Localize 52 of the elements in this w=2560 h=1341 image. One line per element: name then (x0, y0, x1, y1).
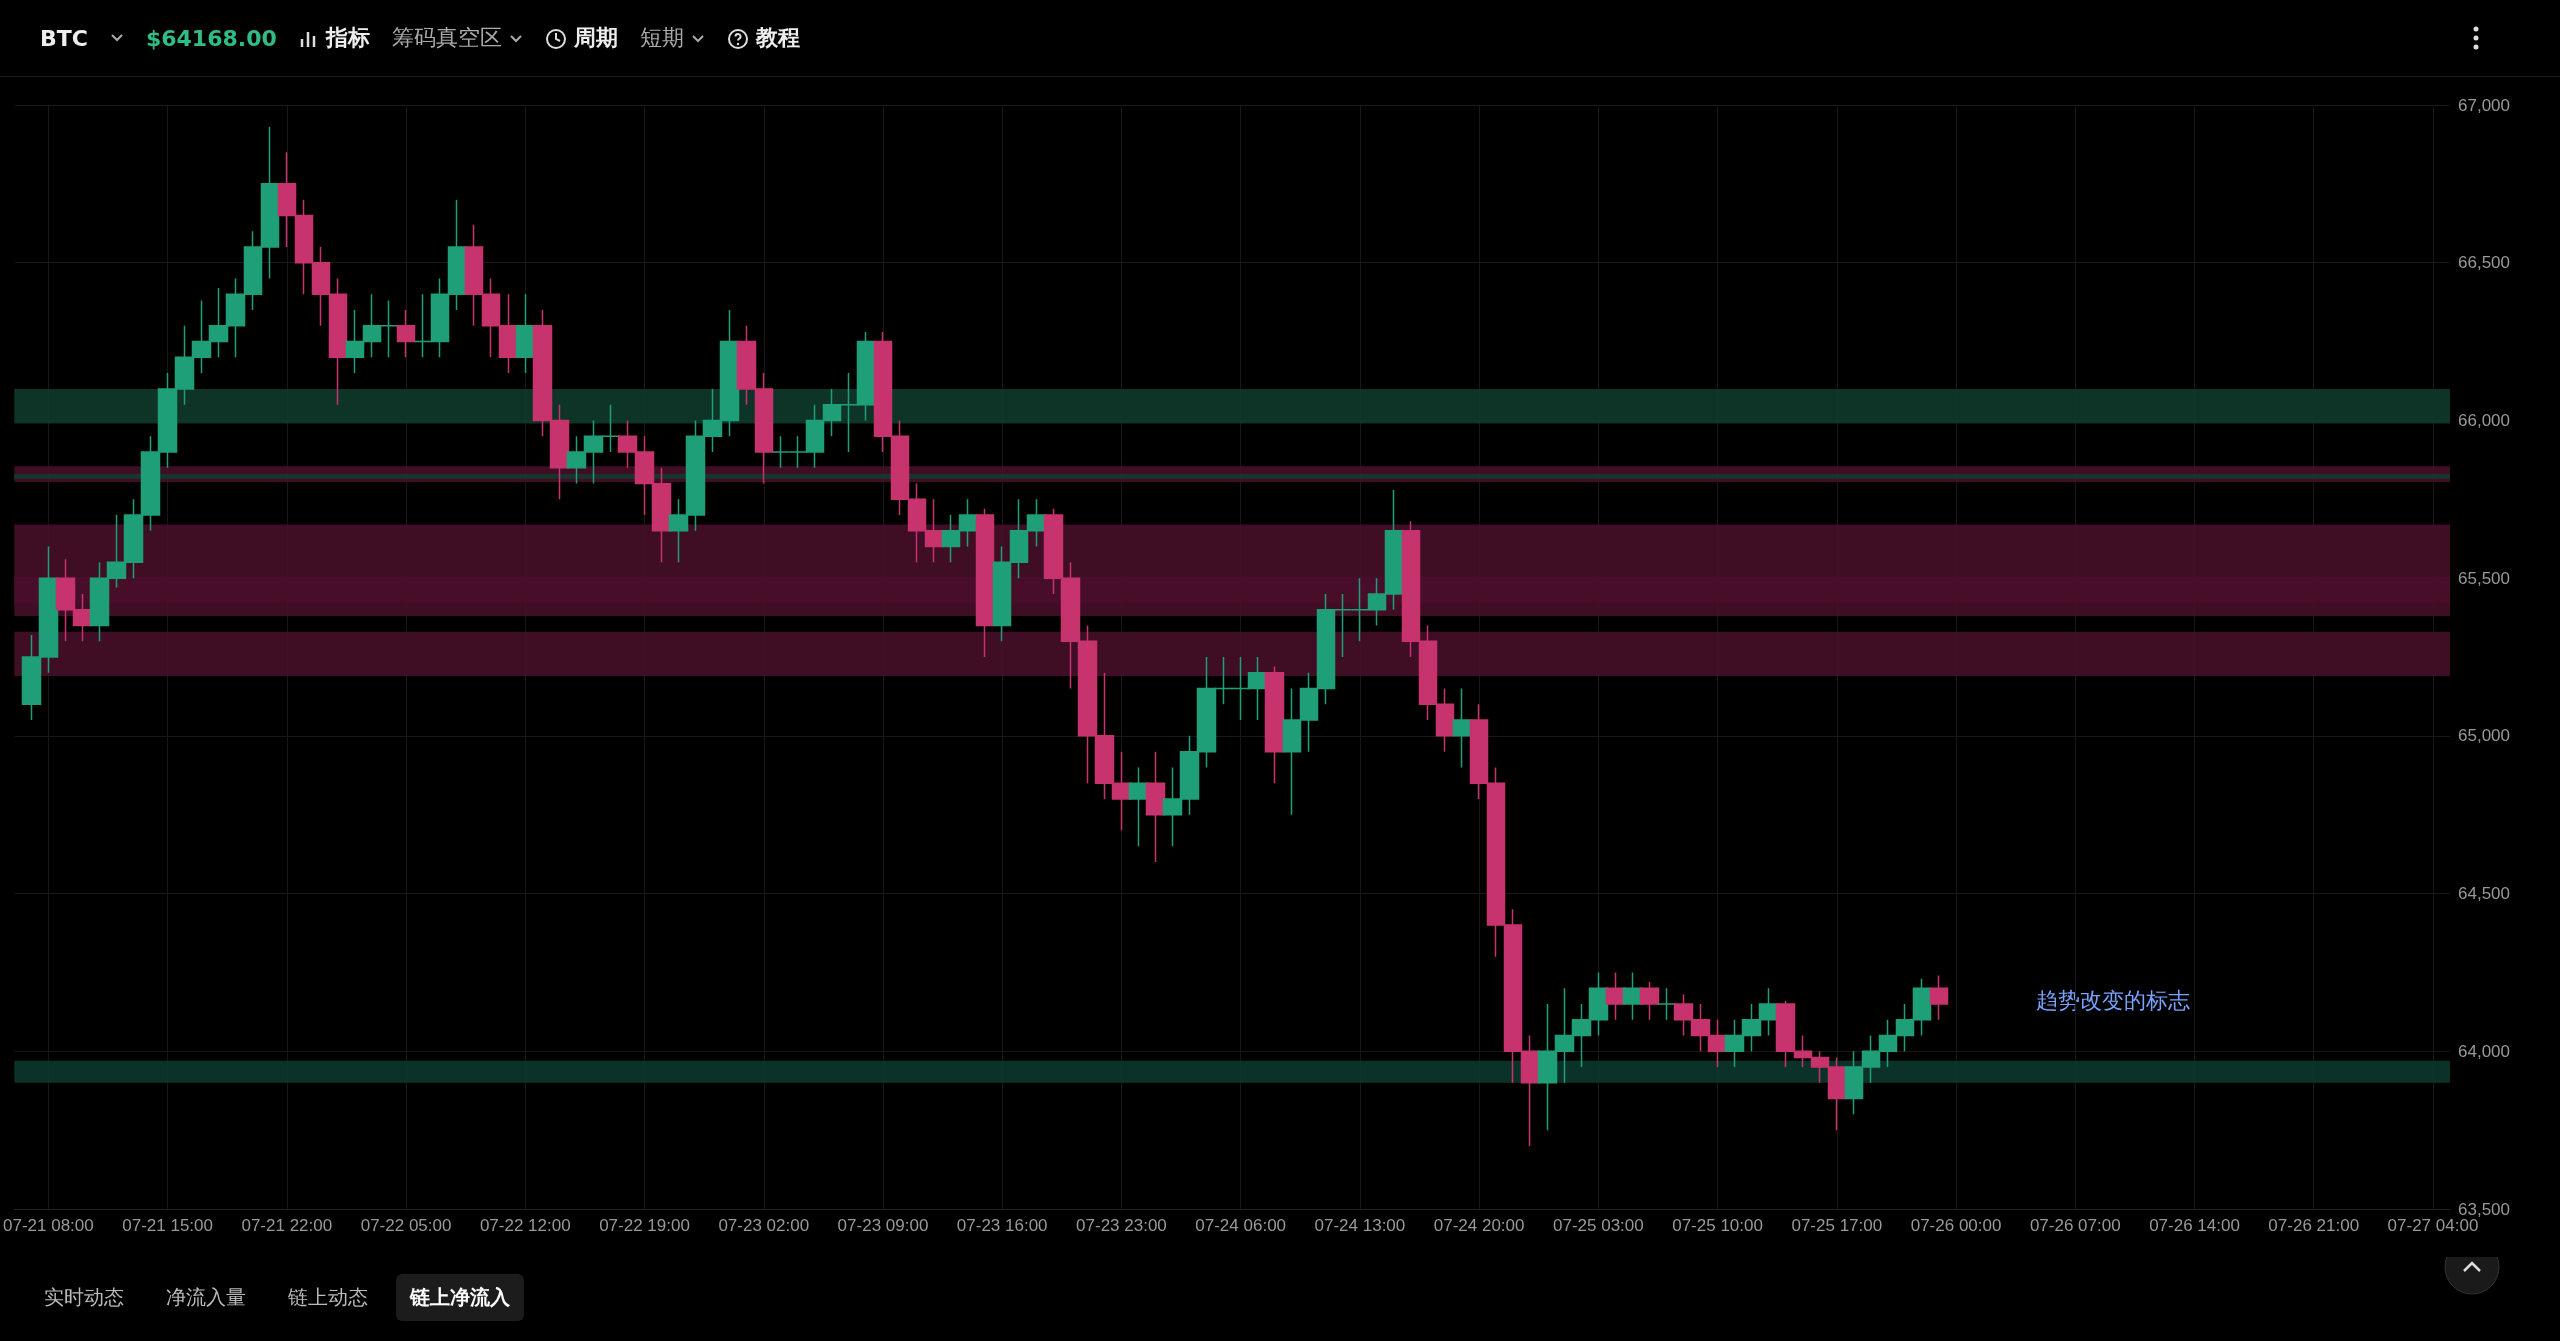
candlestick (1929, 974, 1949, 1021)
x-tick-label: 07-25 10:00 (1672, 1216, 1763, 1235)
x-tick-label: 07-27 04:00 (2387, 1216, 2479, 1235)
candlestick (1128, 766, 1149, 848)
y-tick-label: 66,500 (2458, 253, 2510, 273)
candlestick (1452, 687, 1472, 769)
candlestick (1639, 981, 1660, 1021)
candlestick (1605, 971, 1626, 1021)
candlestick (1145, 750, 1166, 863)
y-tick-label: 65,000 (2458, 726, 2510, 746)
text: 教程 (755, 25, 800, 50)
text: 筹码真空区 (391, 25, 502, 50)
candlestick (1656, 987, 1677, 1021)
candlestick (1622, 971, 1643, 1021)
text: 净流入量 (165, 1283, 247, 1311)
y-tick-label: 63,500 (2458, 1199, 2510, 1219)
x-tick-label: 07-22 19:00 (599, 1216, 690, 1235)
candlestick (975, 508, 995, 658)
text: 链上动态 (287, 1283, 369, 1311)
candlestick (515, 293, 536, 374)
x-tick-label: 07-22 05:00 (360, 1216, 452, 1235)
x-tick-label: 07-23 16:00 (956, 1216, 1048, 1235)
x-tick-label: 07-23 23:00 (1076, 1216, 1167, 1235)
y-tick-label: 65,500 (2458, 568, 2510, 588)
x-tick-label: 07-26 21:00 (2268, 1216, 2360, 1235)
x-tick-label: 07-26 07:00 (2029, 1216, 2121, 1235)
text: 链上净流入 (396, 1273, 524, 1321)
text: 指标 (325, 25, 370, 50)
x-tick-label: 07-23 09:00 (837, 1216, 929, 1235)
x-tick-label: 07-24 06:00 (1195, 1216, 1287, 1235)
y-tick-label: 64,000 (2458, 1041, 2510, 1061)
x-tick-label: 07-26 14:00 (2149, 1216, 2240, 1235)
text: 周期 (573, 25, 618, 50)
x-tick-label: 07-24 20:00 (1433, 1216, 1525, 1235)
x-tick-label: 07-26 00:00 (1910, 1216, 2002, 1235)
y-tick-label: 66,000 (2458, 410, 2510, 430)
chart-subtitle: $64168.00 (145, 25, 277, 51)
x-tick-label: 07-22 12:00 (479, 1216, 571, 1235)
text: 实时动态 (43, 1283, 125, 1311)
y-tick-label: 64,500 (2458, 884, 2510, 904)
x-tick-label: 07-24 13:00 (1314, 1216, 1406, 1235)
x-tick-label: 07-23 02:00 (718, 1216, 810, 1235)
chart-title: BTC (40, 25, 88, 51)
y-tick-label: 67,000 (2458, 95, 2510, 115)
text: 短期 (639, 25, 684, 50)
x-tick-label: 07-25 17:00 (1791, 1216, 1883, 1235)
candlestick (396, 309, 416, 359)
x-tick-label: 07-21 08:00 (3, 1216, 94, 1235)
x-tick-label: 07-21 15:00 (122, 1216, 213, 1235)
x-tick-label: 07-25 03:00 (1552, 1216, 1644, 1235)
x-tick-label: 07-21 22:00 (241, 1216, 333, 1235)
candlestick (1264, 665, 1285, 784)
